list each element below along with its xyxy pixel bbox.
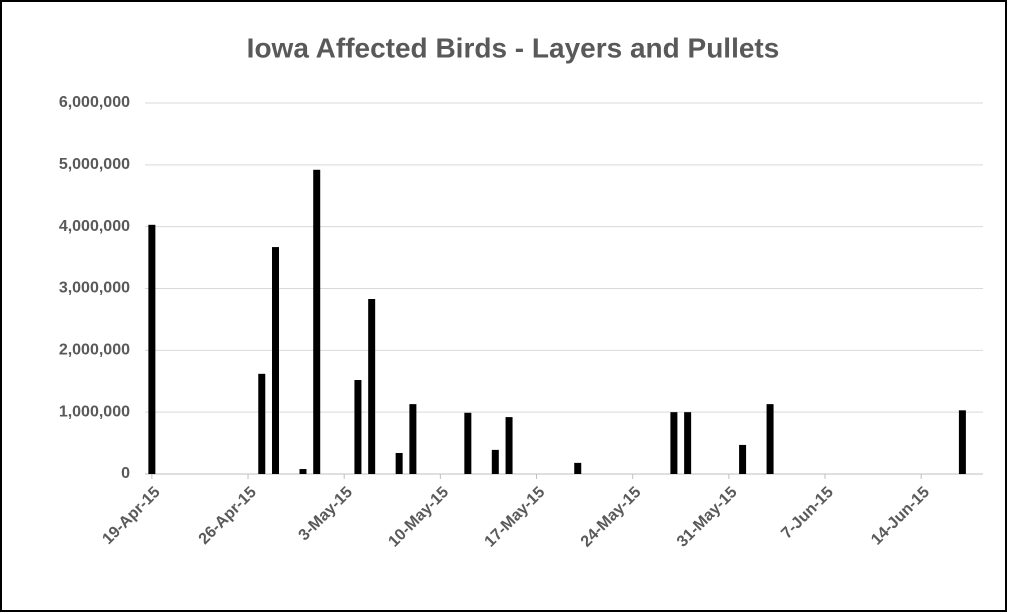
bar: [739, 444, 747, 474]
bar: [505, 417, 513, 474]
y-tick-label: 1,000,000: [59, 403, 130, 420]
bar: [958, 410, 966, 474]
chart-title: Iowa Affected Birds - Layers and Pullets: [247, 32, 780, 63]
y-tick-label: 6,000,000: [59, 94, 130, 111]
bar: [409, 404, 417, 474]
bar: [148, 224, 156, 474]
bar: [670, 412, 678, 474]
bar: [766, 404, 774, 474]
bar: [354, 380, 362, 474]
bar: [299, 469, 307, 474]
bar: [258, 373, 266, 474]
y-tick-label: 4,000,000: [59, 218, 130, 235]
bar: [574, 462, 582, 474]
y-tick-label: 0: [121, 465, 130, 482]
bar: [491, 449, 499, 474]
bar: [313, 169, 321, 474]
bar: [272, 247, 280, 474]
bar: [464, 412, 472, 474]
bar: [395, 452, 403, 474]
bar: [684, 412, 692, 474]
y-tick-label: 3,000,000: [59, 280, 130, 297]
y-tick-label: 2,000,000: [59, 342, 130, 359]
y-tick-label: 5,000,000: [59, 156, 130, 173]
bar: [368, 299, 376, 474]
